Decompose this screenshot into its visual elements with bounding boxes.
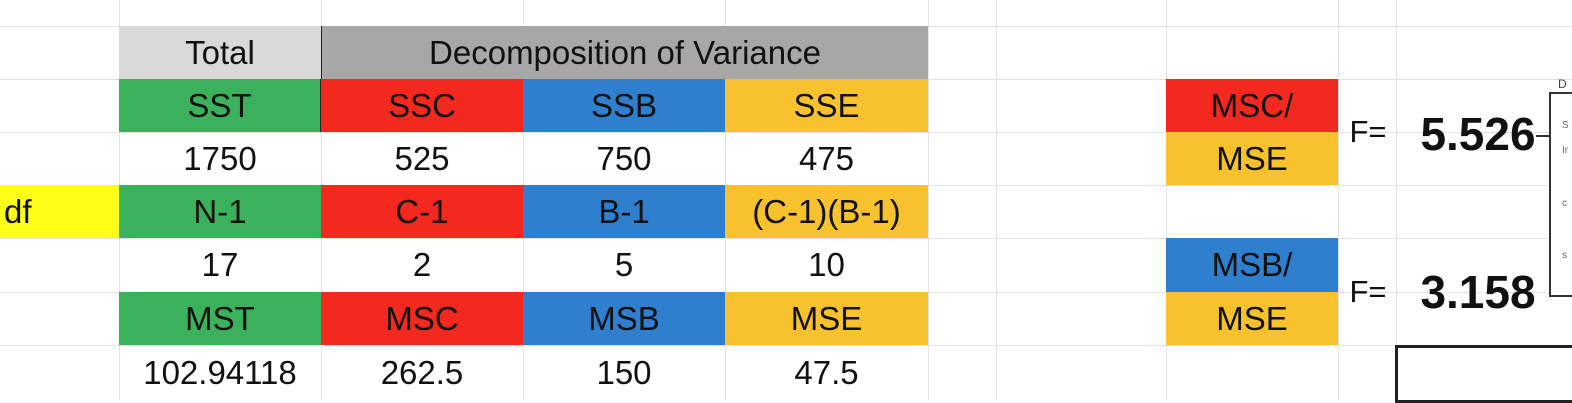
cell-mst-value[interactable]: 102.94118 [143,353,297,391]
side-panel-mark: s [1562,250,1567,261]
cell-ssc[interactable]: SSC [321,79,523,132]
cell-df-columns[interactable]: C-1 [321,185,523,238]
side-panel-mark: c [1562,198,1567,209]
cell-sse[interactable]: SSE [725,79,928,132]
f-label-columns[interactable]: F= [1349,113,1387,149]
ratio-msb-numerator[interactable]: MSB/ [1166,238,1338,292]
ratio-msc-numerator[interactable]: MSC/ [1166,79,1338,132]
grid-line [0,238,1572,239]
cell-df-blocks-value[interactable]: 5 [614,246,634,283]
ratio-mse-denominator[interactable]: MSE [1166,292,1338,345]
cell-msc[interactable]: MSC [321,292,523,345]
cell-ssc-value[interactable]: 525 [394,139,450,177]
selected-cell[interactable] [1395,345,1572,403]
f-value-columns[interactable]: 5.526 [1420,108,1536,160]
f-value-blocks[interactable]: 3.158 [1420,266,1536,318]
cell-df-columns-value[interactable]: 2 [412,246,432,283]
cell-ssb[interactable]: SSB [523,79,725,132]
side-panel-mark: Ir [1562,145,1569,156]
grid-line [1396,0,1397,400]
cell-mse[interactable]: MSE [725,292,928,345]
cell-sse-value[interactable]: 475 [798,139,855,177]
side-panel [1549,92,1572,297]
grid-line [928,0,929,400]
cell-df-error[interactable]: (C-1)(B-1) [725,185,928,238]
cell-sst[interactable]: SST [119,79,321,132]
cell-ssb-value[interactable]: 750 [596,139,652,177]
header-total[interactable]: Total [119,26,322,79]
cell-msb[interactable]: MSB [523,292,725,345]
grid-line [0,132,1572,133]
cell-df-label[interactable]: df [0,185,119,238]
ratio-mse-denominator[interactable]: MSE [1166,132,1338,185]
grid-line [1338,0,1339,400]
side-panel-letter: D [1558,77,1567,91]
grid-line [996,0,997,400]
connector-line [1536,135,1552,137]
cell-msb-value[interactable]: 150 [596,353,652,391]
cell-df-error-value[interactable]: 10 [808,246,845,283]
grid-line [0,345,1572,346]
grid-line [1166,0,1167,400]
cell-msc-value[interactable]: 262.5 [380,353,464,391]
header-decomposition[interactable]: Decomposition of Variance [322,26,928,79]
cell-sst-value[interactable]: 1750 [183,139,257,177]
cell-df-blocks[interactable]: B-1 [523,185,725,238]
cell-df-total[interactable]: N-1 [119,185,321,238]
f-label-blocks[interactable]: F= [1349,273,1387,309]
cell-mse-value[interactable]: 47.5 [794,353,859,391]
cell-mst[interactable]: MST [119,292,321,345]
cell-df-total-value[interactable]: 17 [201,246,239,283]
side-panel-mark: S [1562,120,1569,131]
